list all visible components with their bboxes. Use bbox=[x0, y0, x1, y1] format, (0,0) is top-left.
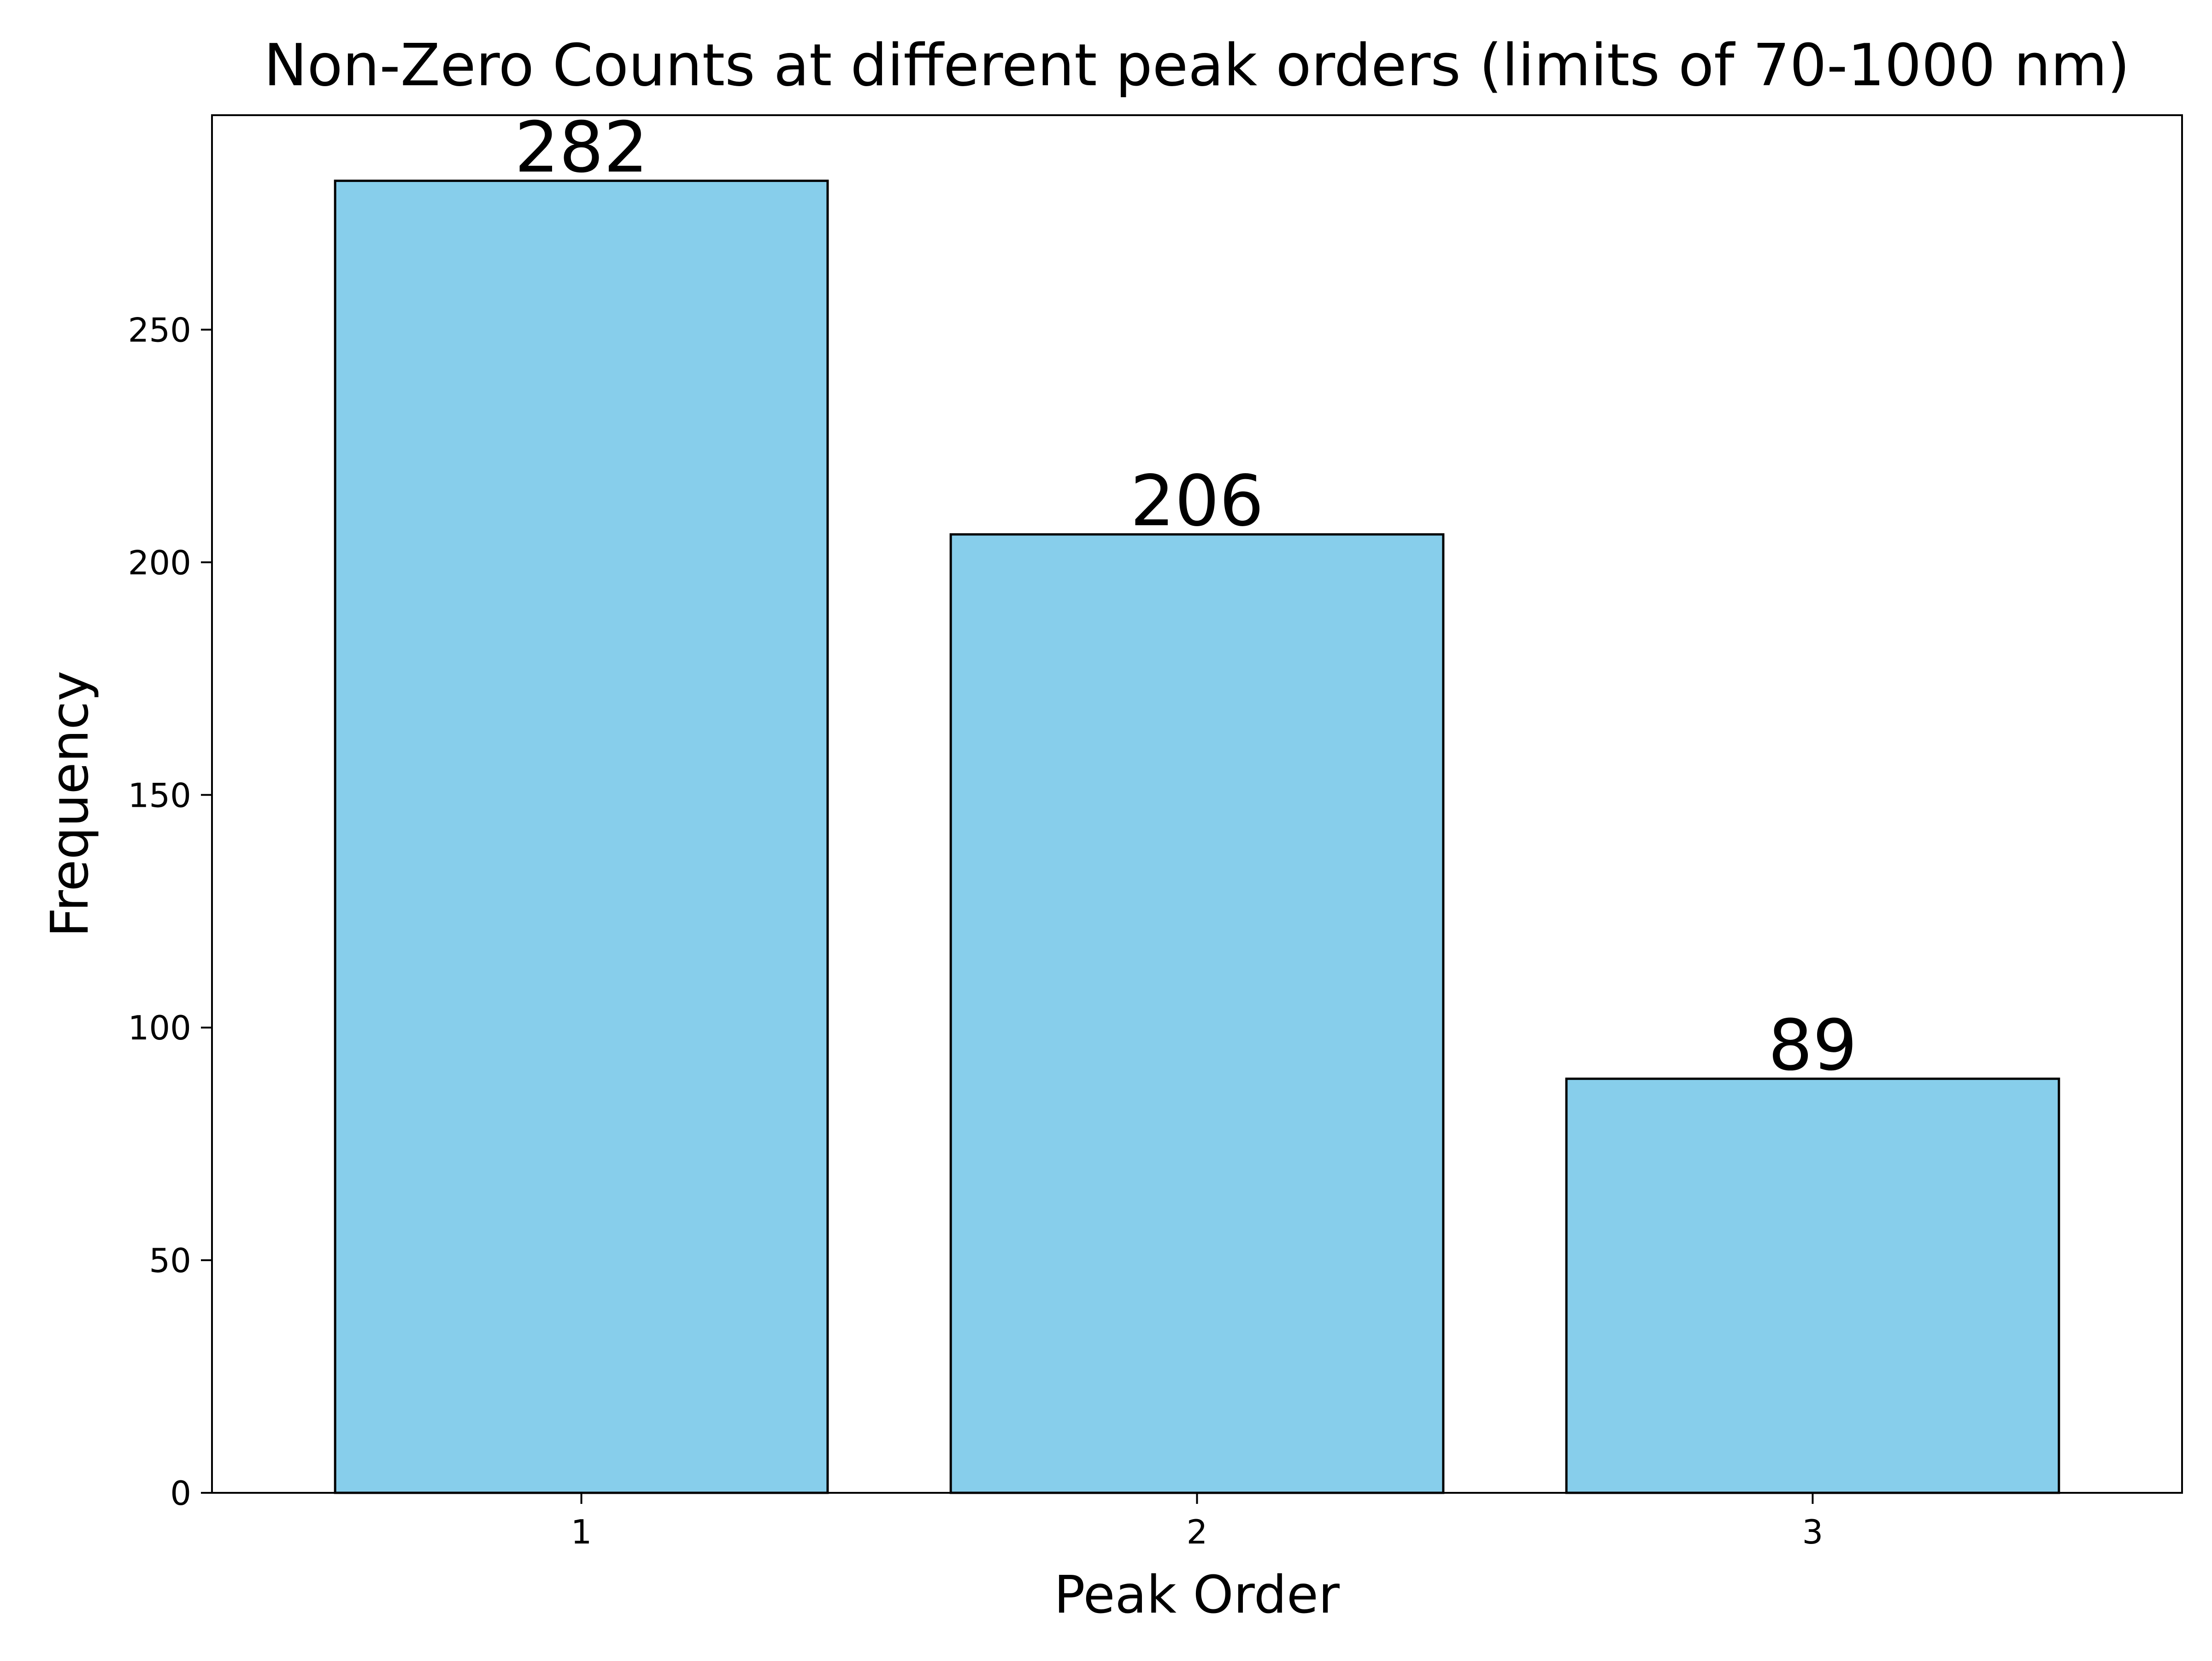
data-label-3: 89 bbox=[1768, 1004, 1857, 1086]
y-tick-label-150: 150 bbox=[128, 776, 191, 815]
bar-3 bbox=[1565, 1077, 2060, 1494]
data-labels-group: 282 206 89 bbox=[515, 106, 1858, 1086]
bars-group bbox=[334, 179, 2060, 1494]
bar-1 bbox=[334, 179, 829, 1494]
data-label-1: 282 bbox=[515, 106, 648, 188]
y-tick-label-200: 200 bbox=[128, 543, 191, 582]
data-label-2: 206 bbox=[1130, 460, 1264, 542]
y-tick-label-250: 250 bbox=[128, 311, 191, 350]
x-tick-label-3: 3 bbox=[1802, 1513, 1824, 1551]
chart-title: Non-Zero Counts at different peak orders… bbox=[264, 31, 2130, 99]
x-tick-label-2: 2 bbox=[1187, 1513, 1208, 1551]
y-axis-label: Frequency bbox=[40, 671, 100, 938]
y-tick-label-50: 50 bbox=[149, 1241, 191, 1280]
ticks-group: 1 2 3 0 50 100 150 200 250 bbox=[128, 311, 1824, 1551]
x-tick-label-1: 1 bbox=[571, 1513, 592, 1551]
x-axis-label: Peak Order bbox=[1054, 1565, 1340, 1625]
y-tick-label-100: 100 bbox=[128, 1009, 191, 1047]
plot-frame bbox=[211, 114, 2183, 1494]
y-tick-label-0: 0 bbox=[170, 1474, 191, 1513]
bar-2 bbox=[949, 533, 1445, 1494]
